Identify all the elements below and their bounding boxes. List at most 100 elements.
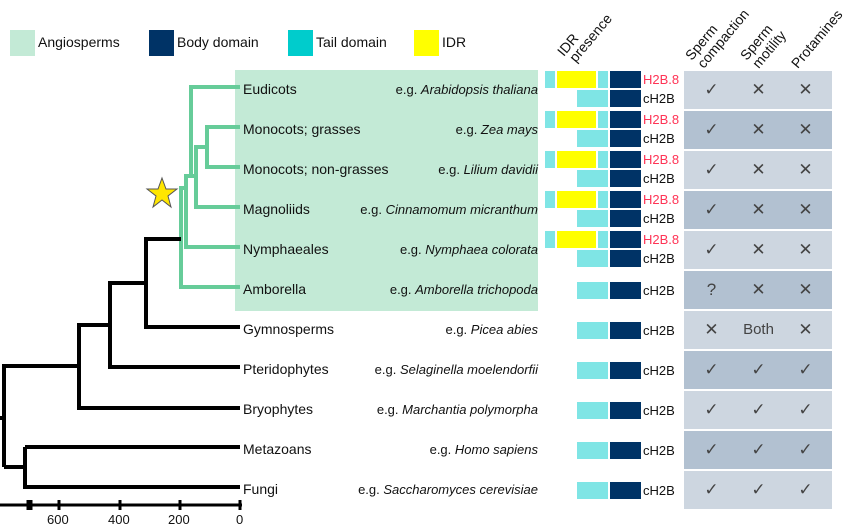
taxon-label: Fungi bbox=[243, 481, 279, 497]
tail-bar bbox=[577, 170, 608, 187]
taxon-label: Bryophytes bbox=[243, 401, 314, 417]
tail-bar bbox=[545, 71, 555, 88]
compaction-cell: ✓ bbox=[704, 480, 719, 499]
table-row bbox=[684, 231, 832, 269]
tail-bar bbox=[577, 482, 608, 499]
motility-cell: ✓ bbox=[751, 440, 766, 459]
variant-label: H2B.8 bbox=[643, 152, 680, 167]
outgroup-branches bbox=[0, 237, 242, 510]
tail-bar bbox=[598, 231, 608, 248]
species-name: Arabidopsis thaliana bbox=[420, 82, 538, 97]
tail-bar bbox=[545, 111, 555, 128]
tail-bar bbox=[577, 250, 608, 267]
body-bar bbox=[610, 170, 641, 187]
variant-label: H2B.8 bbox=[643, 232, 680, 247]
species-example: e.g. Zea mays bbox=[456, 122, 538, 137]
compaction-cell: ✓ bbox=[704, 360, 719, 379]
species-example: e.g. Arabidopsis thaliana bbox=[396, 82, 538, 97]
tail-bar bbox=[598, 151, 608, 168]
example-prefix: e.g. bbox=[429, 442, 455, 457]
tail-bar bbox=[577, 322, 608, 339]
body-bar bbox=[610, 151, 641, 168]
canonical-label: cH2B bbox=[643, 171, 675, 186]
example-prefix: e.g. bbox=[374, 362, 400, 377]
motility-cell: ✕ bbox=[751, 120, 766, 139]
legend-label: Angiosperms bbox=[38, 34, 120, 50]
species-example: e.g. Marchantia polymorpha bbox=[377, 402, 538, 417]
axis-tick: 400 bbox=[108, 512, 130, 525]
body-bar bbox=[610, 322, 641, 339]
motility-cell: Both bbox=[743, 321, 774, 338]
protamines-cell: ✕ bbox=[798, 320, 813, 339]
compaction-cell: ✓ bbox=[704, 440, 719, 459]
canonical-label: cH2B bbox=[643, 211, 675, 226]
canonical-label: cH2B bbox=[643, 403, 675, 418]
protamines-cell: ✓ bbox=[798, 360, 813, 379]
motility-cell: ✕ bbox=[751, 80, 766, 99]
legend-label: IDR bbox=[442, 34, 467, 50]
tail-bar bbox=[577, 90, 608, 107]
body-bar bbox=[610, 111, 641, 128]
taxon-label: Nymphaeales bbox=[243, 241, 329, 257]
idr-bar bbox=[557, 151, 596, 168]
variant-label: H2B.8 bbox=[643, 72, 680, 87]
tail-bar bbox=[598, 111, 608, 128]
protamines-cell: ✕ bbox=[798, 160, 813, 179]
example-prefix: e.g. bbox=[389, 282, 416, 297]
taxon-label: Pteridophytes bbox=[243, 361, 329, 377]
body-bar bbox=[610, 282, 641, 299]
taxon-label: Amborella bbox=[243, 281, 307, 297]
species-name: Saccharomyces cerevisiae bbox=[383, 482, 538, 497]
tail-bar bbox=[598, 71, 608, 88]
compaction-cell: ✓ bbox=[704, 400, 719, 419]
protamines-cell: ✕ bbox=[798, 240, 813, 259]
tail-bar bbox=[577, 130, 608, 147]
compaction-cell: ✓ bbox=[704, 240, 719, 259]
species-example: e.g. Amborella trichopoda bbox=[390, 282, 538, 297]
species-example: e.g. Homo sapiens bbox=[430, 442, 538, 457]
variant-label: H2B.8 bbox=[643, 112, 680, 127]
species-name: Selaginella moelendorfii bbox=[399, 362, 538, 377]
body-bar bbox=[610, 90, 641, 107]
tail-bar bbox=[545, 191, 555, 208]
taxon-label: Magnoliids bbox=[243, 201, 310, 217]
canonical-label: cH2B bbox=[643, 323, 675, 338]
taxon-label: Eudicots bbox=[243, 81, 297, 97]
motility-cell: ✕ bbox=[751, 200, 766, 219]
angiosperms-highlight bbox=[235, 70, 538, 311]
compaction-cell: ✕ bbox=[704, 320, 719, 339]
table-row bbox=[684, 151, 832, 189]
idr-bar bbox=[557, 71, 596, 88]
canonical-label: cH2B bbox=[643, 251, 675, 266]
legend-swatch-angiosperms bbox=[10, 30, 35, 56]
tail-bar bbox=[577, 210, 608, 227]
canonical-label: cH2B bbox=[643, 131, 675, 146]
motility-cell: ✕ bbox=[751, 240, 766, 259]
legend-swatch-body bbox=[149, 30, 174, 56]
compaction-cell: ✓ bbox=[704, 120, 719, 139]
canonical-label: cH2B bbox=[643, 91, 675, 106]
protamines-cell: ✓ bbox=[798, 400, 813, 419]
legend-label: Tail domain bbox=[316, 34, 387, 50]
legend-label: Body domain bbox=[177, 34, 259, 50]
body-bar bbox=[610, 362, 641, 379]
idr-bar bbox=[557, 111, 596, 128]
body-bar bbox=[610, 191, 641, 208]
table-row bbox=[684, 471, 832, 509]
table-row bbox=[684, 111, 832, 149]
example-prefix: e.g. bbox=[445, 322, 471, 337]
table-row bbox=[684, 191, 832, 229]
tail-bar bbox=[577, 362, 608, 379]
protamines-cell: ✕ bbox=[798, 120, 813, 139]
table-row bbox=[684, 311, 832, 349]
motility-cell: ✕ bbox=[751, 280, 766, 299]
species-example: e.g. Selaginella moelendorfii bbox=[375, 362, 538, 377]
motility-cell: ✓ bbox=[751, 360, 766, 379]
example-prefix: e.g. bbox=[438, 162, 464, 177]
example-prefix: e.g. bbox=[395, 82, 421, 97]
canonical-label: cH2B bbox=[643, 283, 675, 298]
species-example: e.g. Lilium davidii bbox=[438, 162, 538, 177]
canonical-label: cH2B bbox=[643, 483, 675, 498]
species-example: e.g. Nymphaea colorata bbox=[400, 242, 538, 257]
